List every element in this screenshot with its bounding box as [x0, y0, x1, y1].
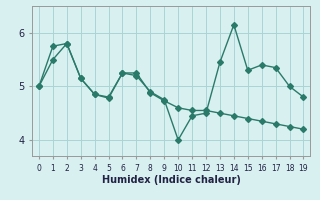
- X-axis label: Humidex (Indice chaleur): Humidex (Indice chaleur): [102, 175, 241, 185]
